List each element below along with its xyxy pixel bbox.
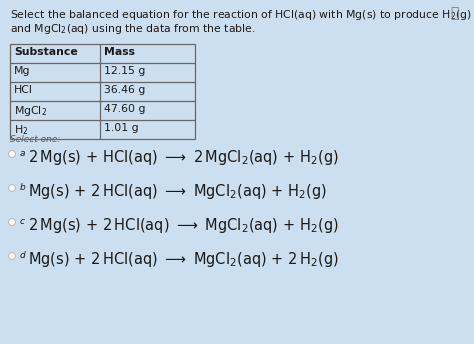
Text: Mass: Mass (104, 47, 135, 57)
Circle shape (9, 184, 16, 192)
Text: Select one:: Select one: (10, 135, 60, 144)
Text: Substance: Substance (14, 47, 78, 57)
Text: HCl: HCl (14, 85, 33, 95)
Text: b: b (20, 183, 26, 192)
Text: ⤢: ⤢ (450, 6, 458, 20)
Text: 1.01 g: 1.01 g (104, 123, 138, 133)
Text: Mg(s) $+$ 2$\,$HCl(aq) $\longrightarrow$ MgCl$_2$(aq) $+$ H$_2$(g): Mg(s) $+$ 2$\,$HCl(aq) $\longrightarrow$… (28, 182, 327, 201)
Text: Mg(s) $+$ 2$\,$HCl(aq) $\longrightarrow$ MgCl$_2$(aq) $+$ 2$\,$H$_2$(g): Mg(s) $+$ 2$\,$HCl(aq) $\longrightarrow$… (28, 250, 339, 269)
Text: 2$\,$Mg(s) $+$ 2$\,$HCl(aq) $\longrightarrow$ MgCl$_2$(aq) $+$ H$_2$(g): 2$\,$Mg(s) $+$ 2$\,$HCl(aq) $\longrighta… (28, 216, 339, 235)
Text: a: a (20, 149, 26, 158)
Text: 36.46 g: 36.46 g (104, 85, 146, 95)
Text: 12.15 g: 12.15 g (104, 66, 146, 76)
Text: and MgCl$_2$(aq) using the data from the table.: and MgCl$_2$(aq) using the data from the… (10, 22, 256, 36)
Text: Select the balanced equation for the reaction of HCl(aq) with Mg(s) to produce H: Select the balanced equation for the rea… (10, 8, 472, 22)
Text: d: d (20, 251, 26, 260)
Circle shape (9, 218, 16, 226)
Text: H$_2$: H$_2$ (14, 123, 28, 137)
Text: Mg: Mg (14, 66, 30, 76)
Text: MgCl$_2$: MgCl$_2$ (14, 104, 47, 118)
Circle shape (9, 151, 16, 158)
Text: 2$\,$Mg(s) $+$ HCl(aq) $\longrightarrow$ 2$\,$MgCl$_2$(aq) $+$ H$_2$(g): 2$\,$Mg(s) $+$ HCl(aq) $\longrightarrow$… (28, 148, 339, 167)
Circle shape (9, 252, 16, 259)
Text: 47.60 g: 47.60 g (104, 104, 146, 114)
Text: c: c (20, 217, 25, 226)
